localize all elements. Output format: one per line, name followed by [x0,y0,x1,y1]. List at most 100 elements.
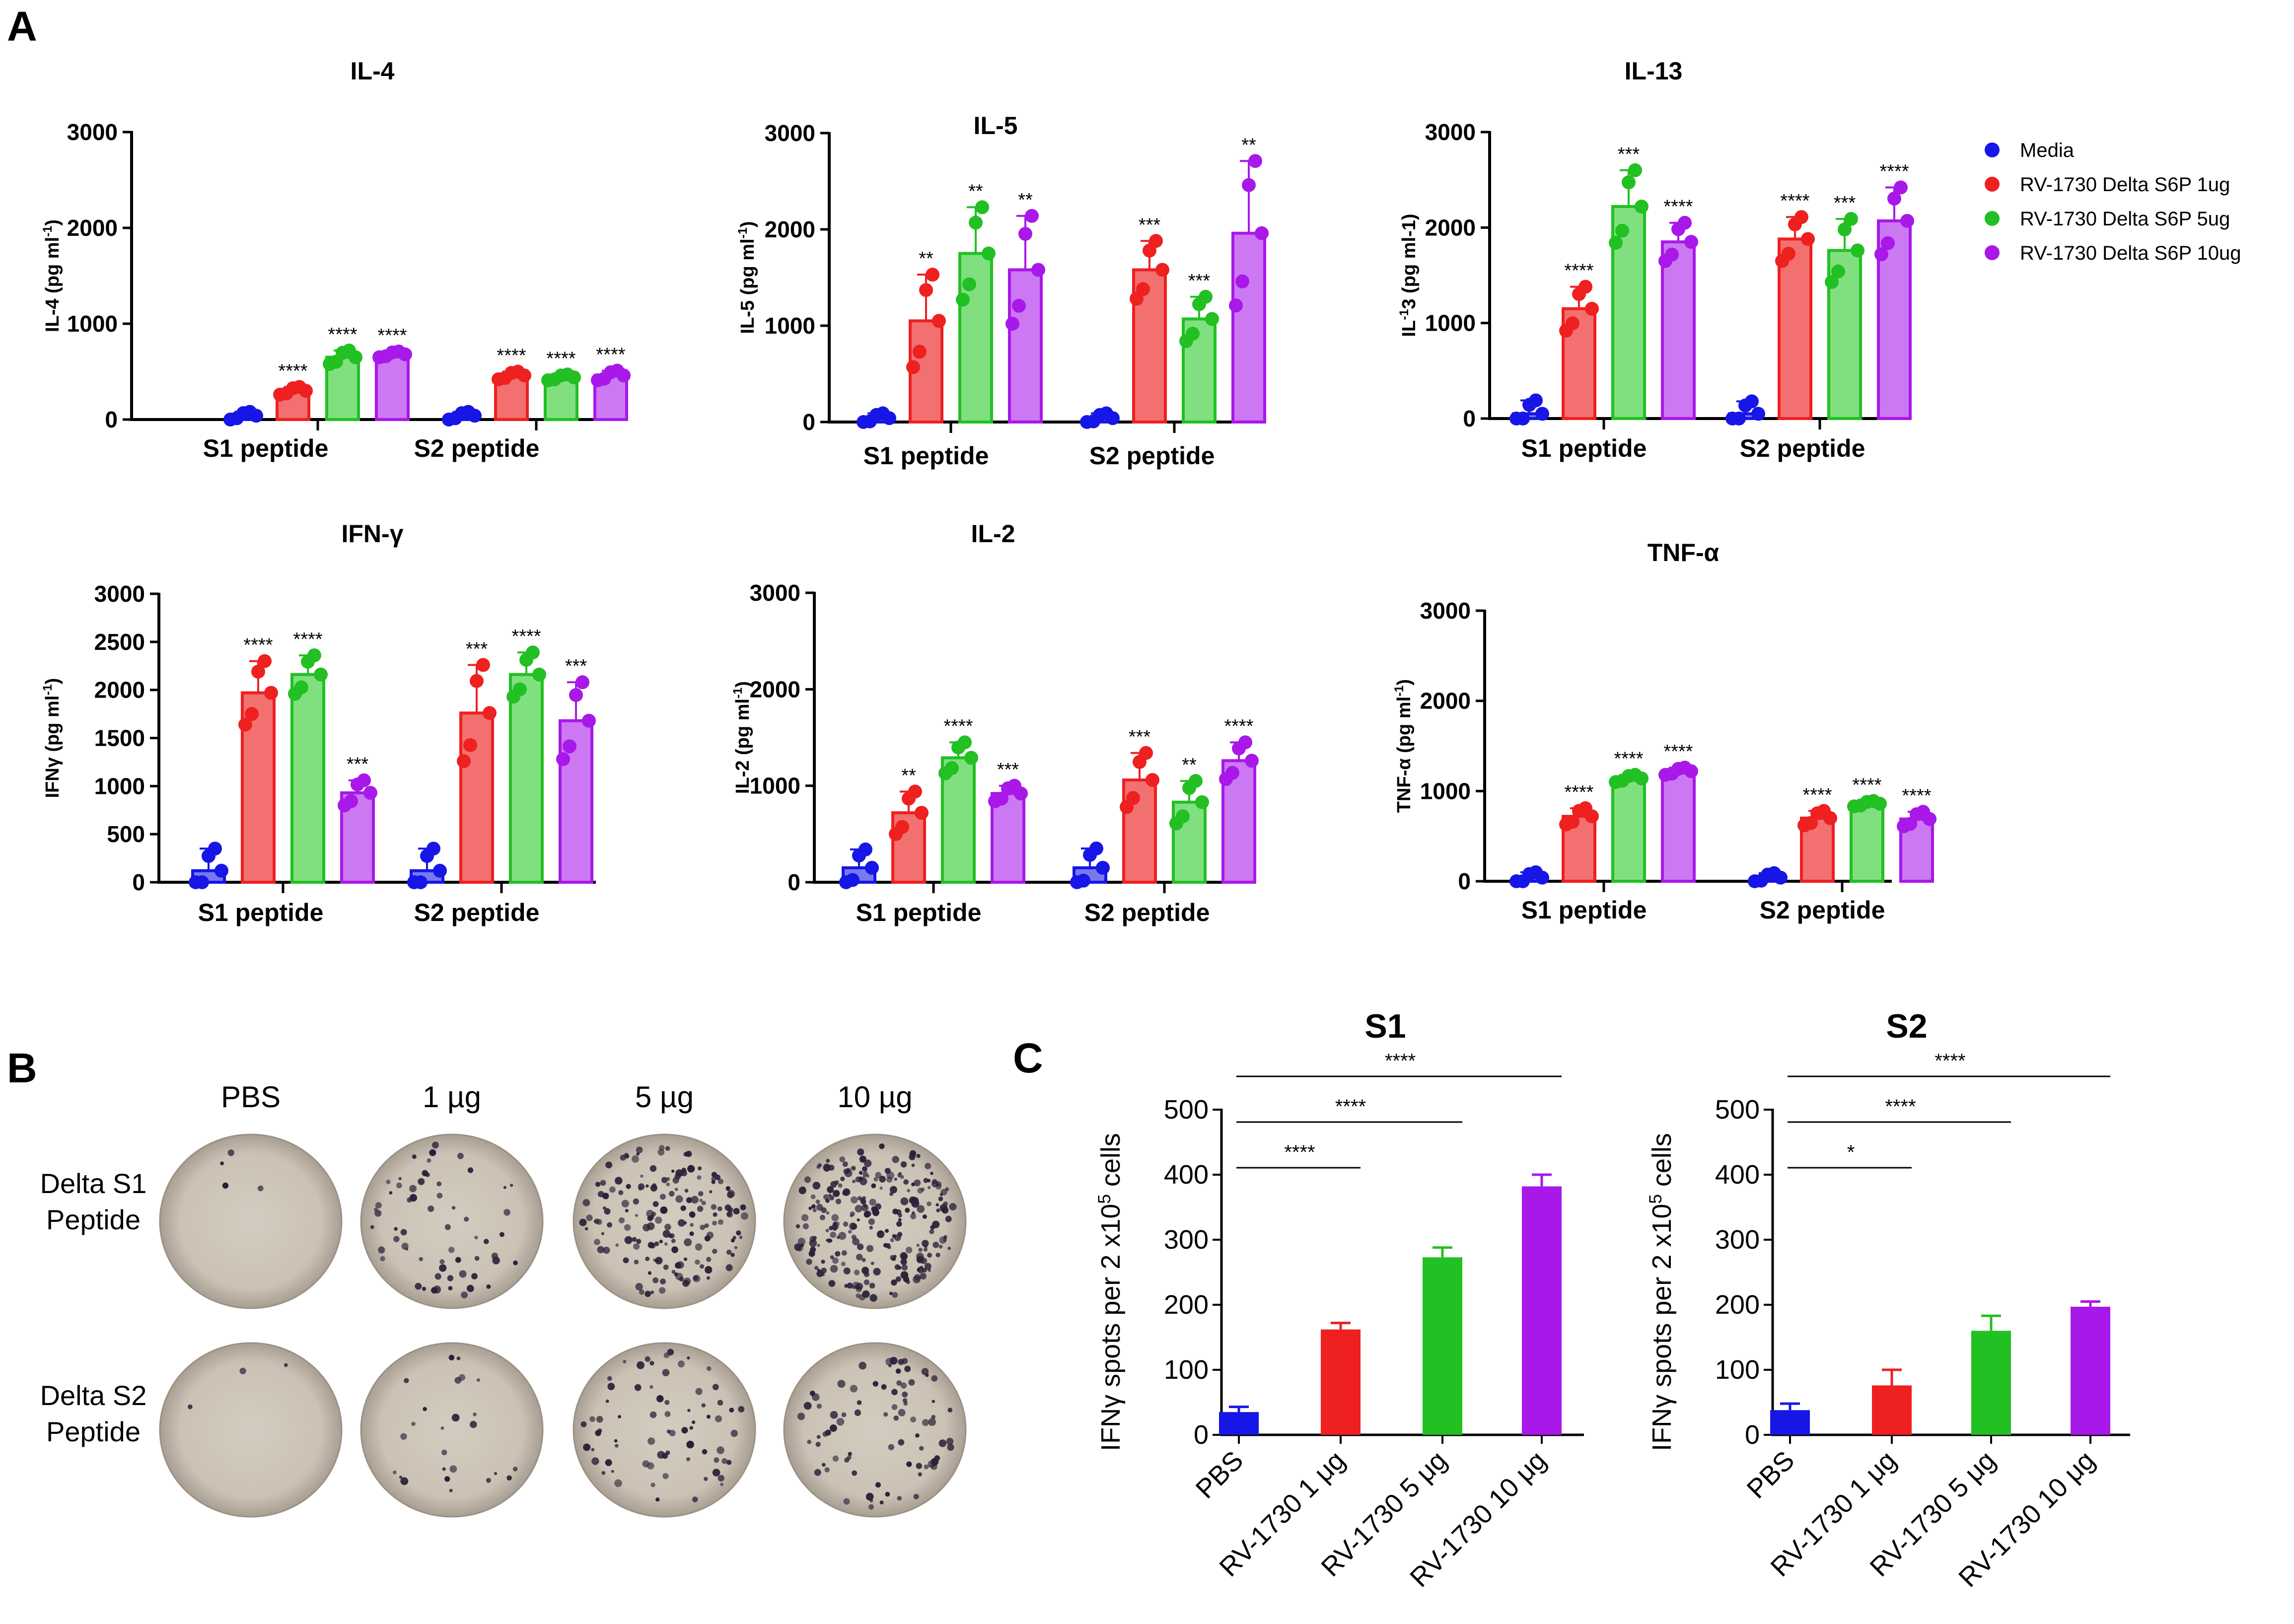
y-tick-label: 2000 [94,677,145,703]
data-point [1825,275,1839,289]
spot [671,1239,676,1243]
data-point [1529,865,1543,879]
spot [843,1267,851,1274]
significance-label: *** [1618,144,1640,165]
spot [601,1471,606,1475]
spot [929,1229,934,1234]
spot [830,1231,836,1238]
chart-tnfa: TNF-α 0 1000 2000 3000 TNF-α (pg ml-1) S1 pept… [1392,539,1936,924]
bar [494,374,529,421]
spot [624,1224,631,1231]
y-tick-label: 100 [1715,1355,1760,1385]
spot [399,1476,403,1479]
spot [820,1214,825,1220]
data-point [1678,215,1692,230]
spot [822,1463,826,1467]
elispot-well [783,1342,967,1518]
y-tick-label: 400 [1164,1160,1209,1190]
spot [828,1280,836,1287]
spot [870,1262,874,1265]
data-point [569,688,583,702]
spot [425,1172,430,1177]
y-tick-label: 2500 [94,629,145,655]
data-point [215,863,228,878]
spot [932,1400,935,1403]
data-point [1578,280,1592,294]
spot [239,1367,246,1374]
spot [907,1189,911,1193]
spot [655,1216,662,1224]
spot [863,1279,870,1285]
y-tick-label: 1000 [765,313,815,339]
spot [857,1218,860,1222]
spot [911,1163,915,1167]
spot [850,1385,858,1393]
comparison-sig: **** [1385,1050,1416,1072]
data-point [1628,768,1642,782]
spot [411,1421,416,1426]
data-point [1817,804,1831,818]
data-point [1782,246,1795,261]
elispot-wells [159,1133,967,1518]
spot [704,1223,709,1228]
y-tick-label: 1500 [94,725,145,751]
well-plate [159,1133,343,1309]
data-point [1635,200,1649,214]
spot [900,1253,908,1260]
spot [932,1179,937,1184]
data-point [1767,866,1781,880]
spot [843,1221,849,1227]
spot [614,1479,622,1487]
spot [681,1427,688,1434]
data-point [1585,301,1599,316]
spot [835,1251,841,1257]
spot [674,1188,678,1191]
spot [898,1439,905,1446]
y-tick-label: 0 [1745,1420,1760,1450]
spot [823,1164,831,1172]
spot [690,1223,694,1227]
spot [825,1429,831,1436]
spot [803,1402,812,1410]
spot [863,1211,870,1218]
spot [611,1470,614,1473]
significance-label: **** [1224,716,1253,737]
spot [836,1235,840,1239]
data-point [1745,394,1759,409]
spot [894,1264,900,1270]
spot [409,1194,418,1202]
spot [646,1222,655,1230]
spot [730,1238,735,1243]
data-point [1242,178,1256,192]
x-category-label: S1 peptide [1521,896,1647,924]
spot [456,1356,461,1360]
spot [835,1199,842,1204]
data-point [1086,414,1100,428]
spot [887,1246,891,1250]
data-point [1609,236,1623,250]
data-point [280,386,293,401]
spot [925,1163,931,1170]
y-axis-label: IL-2 (pg ml-1) [731,681,753,794]
spot [400,1477,409,1485]
elispot-quant-charts: S1 0 100 200 300 400 500 IFNγ spots per 2 x105 … [1095,1007,2130,1593]
data-point [1025,209,1039,223]
legend-marker-10ug [1985,245,2000,260]
significance-label: ** [901,765,916,786]
y-tick-label: 200 [1164,1290,1209,1320]
y-tick-label: 400 [1715,1160,1760,1190]
spot [869,1199,876,1206]
spot [914,1179,921,1187]
spot [900,1161,907,1168]
spot [941,1206,949,1214]
spot [659,1194,666,1200]
spot [900,1382,907,1389]
spot [802,1223,809,1229]
spot [634,1260,639,1265]
spot [806,1259,812,1265]
spot [639,1289,645,1295]
significance-label: **** [546,348,575,369]
x-category-label: S1 peptide [856,899,982,926]
spot [721,1458,727,1464]
spot [607,1383,615,1391]
